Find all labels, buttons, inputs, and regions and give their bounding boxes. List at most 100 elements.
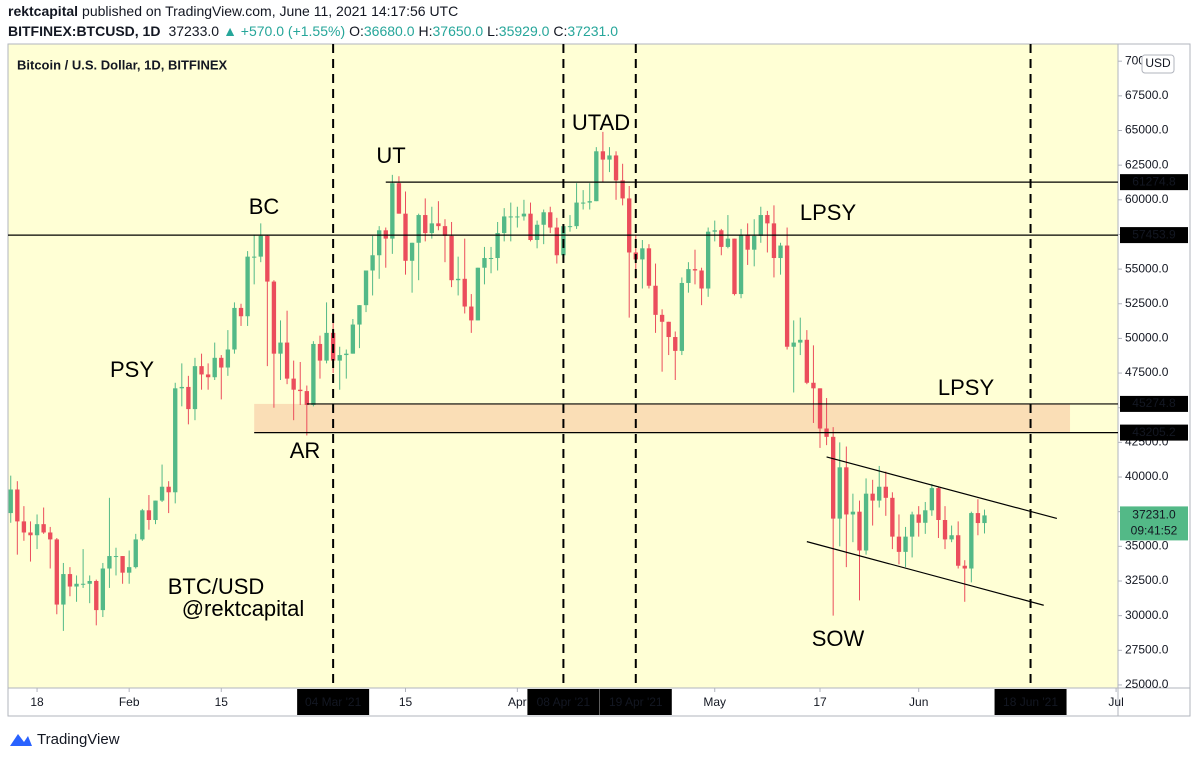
candle-body: [870, 493, 875, 501]
candle-body: [909, 514, 915, 537]
change: ▲ +570.0 (+1.55%): [223, 23, 345, 39]
candle-body: [278, 342, 283, 354]
symbol: BITFINEX:BTCUSD, 1D: [8, 23, 160, 39]
candle-body: [962, 565, 967, 569]
candle-body: [34, 524, 40, 536]
candle-body: [607, 155, 612, 160]
candle-body: [600, 151, 606, 160]
candle-body: [817, 388, 823, 429]
candle-body: [199, 366, 204, 375]
candle-body: [627, 198, 632, 253]
candle-body: [982, 515, 987, 524]
candle-body: [74, 583, 79, 587]
candle-body: [528, 213, 533, 240]
plot-frame: [7, 43, 1191, 717]
candle-body: [653, 285, 658, 315]
candle-body: [844, 467, 849, 515]
candle-body: [850, 511, 856, 515]
y-tick-label: 32500.0: [1125, 573, 1169, 587]
candle-body: [929, 488, 935, 511]
candle-body: [692, 269, 698, 271]
candle-body: [883, 486, 888, 498]
candle-body: [738, 234, 744, 295]
candle-body: [87, 580, 92, 584]
candle-body: [534, 224, 540, 240]
candle-body: [377, 230, 382, 256]
candle-body: [133, 539, 138, 568]
trendline: [806, 541, 1044, 606]
candle-body: [830, 436, 836, 519]
x-tick-label: Jul: [1108, 695, 1123, 709]
date-label: 08 Apr '21: [537, 695, 591, 709]
candle-body: [41, 524, 46, 533]
candle-body: [942, 520, 948, 540]
candle-body: [890, 497, 895, 537]
countdown: 09:41:52: [1131, 524, 1178, 538]
candle-body: [515, 216, 520, 218]
candle-body: [21, 521, 27, 533]
x-tick-label: Jun: [909, 695, 928, 709]
footer: TradingView: [10, 731, 120, 748]
currency: USD: [1145, 56, 1171, 70]
candle-body: [94, 580, 99, 611]
quote-line: BITFINEX:BTCUSD, 1D 37233.0 ▲ +570.0 (+1.5…: [8, 23, 618, 39]
y-tick-label: 67500.0: [1125, 88, 1169, 102]
candle-body: [863, 493, 869, 551]
logo: [10, 734, 32, 746]
ohlc-key: O:: [349, 23, 364, 39]
author: rektcapital: [8, 3, 78, 19]
candle-body: [475, 267, 481, 321]
candle-body: [449, 235, 454, 281]
candle-body: [455, 278, 461, 281]
candle-body: [28, 532, 33, 536]
level-label: 45274.8: [1132, 396, 1176, 410]
y-tick-label: 52500.0: [1125, 296, 1169, 310]
annotation: SOW: [812, 626, 865, 651]
candle-body: [370, 255, 375, 271]
candle-body: [8, 489, 13, 514]
annotation: BC: [249, 194, 280, 219]
candle-body: [159, 486, 165, 501]
level-label: 57453.9: [1132, 227, 1176, 241]
candle-body: [712, 230, 717, 232]
candle-body: [317, 343, 323, 361]
candle-body: [877, 486, 882, 501]
candle-body: [436, 223, 441, 227]
candle-body: [61, 574, 66, 605]
candle-body: [219, 357, 224, 368]
level-label-box: [1120, 395, 1188, 412]
candle-body: [936, 488, 941, 520]
date-label-box: [297, 689, 370, 715]
y-tick-label: 35000.0: [1125, 539, 1169, 553]
candle-body: [620, 180, 625, 199]
candle-body: [587, 201, 592, 203]
publish-line: rektcapital published on TradingView.com,…: [8, 3, 458, 19]
currency-button: [1141, 54, 1175, 74]
ohlc-value: 35929.0: [499, 23, 550, 39]
candle-body: [403, 213, 408, 261]
annotation: BTC/USD: [168, 574, 265, 599]
y-tick-label: 65000.0: [1125, 123, 1169, 137]
candle-body: [666, 321, 671, 338]
candle-body: [409, 242, 415, 261]
candle-body: [837, 467, 842, 519]
candle-body: [594, 151, 599, 202]
ohlc-value: 37231.0: [567, 23, 618, 39]
candle-body: [205, 374, 211, 378]
candle-body: [271, 281, 277, 354]
annotation: LPSY: [800, 200, 857, 225]
candle-body: [324, 332, 329, 361]
candle-body: [574, 202, 579, 227]
candle-body: [238, 307, 244, 317]
candle-body: [646, 248, 652, 286]
y-tick-label: 40000.0: [1125, 469, 1169, 483]
candle-body: [284, 342, 290, 379]
candle-body: [225, 349, 231, 368]
candle-body: [350, 324, 356, 354]
support-zone: [254, 403, 1071, 433]
ohlc-value: 37650.0: [433, 23, 484, 39]
brand: TradingView: [37, 731, 120, 748]
candle-body: [298, 389, 303, 392]
candle-body: [811, 382, 816, 389]
last-price: 37233.0: [168, 23, 219, 39]
